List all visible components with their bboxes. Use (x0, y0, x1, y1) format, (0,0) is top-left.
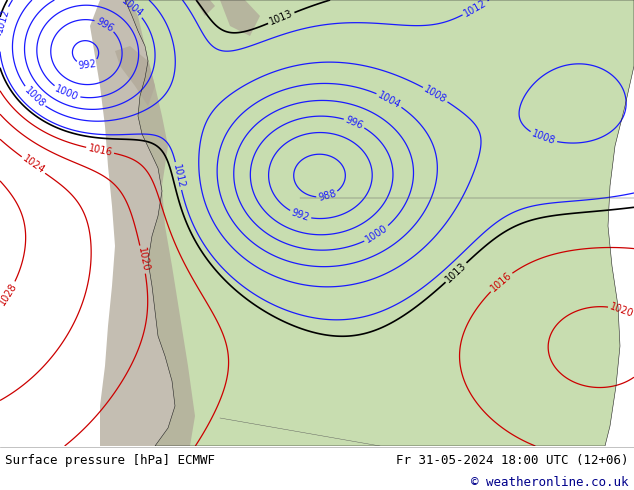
Text: 1016: 1016 (489, 270, 514, 294)
Text: 992: 992 (77, 58, 97, 71)
Polygon shape (115, 46, 155, 106)
Text: 1020: 1020 (136, 246, 150, 272)
Text: 1000: 1000 (364, 223, 390, 245)
Text: 1000: 1000 (53, 83, 80, 102)
Text: 1013: 1013 (444, 261, 469, 285)
Text: 1004: 1004 (119, 0, 145, 19)
Polygon shape (90, 0, 195, 446)
Text: 996: 996 (94, 16, 115, 34)
Text: 988: 988 (317, 189, 337, 203)
Text: 1024: 1024 (20, 154, 46, 176)
Text: 1012: 1012 (0, 7, 11, 33)
Text: 1008: 1008 (22, 85, 47, 109)
Text: 1012: 1012 (171, 163, 186, 189)
Text: 1004: 1004 (376, 90, 403, 110)
Text: 1028: 1028 (0, 281, 19, 307)
Text: 1013: 1013 (268, 9, 294, 27)
Text: 1012: 1012 (462, 0, 488, 19)
Text: 1008: 1008 (422, 84, 448, 105)
Polygon shape (125, 0, 634, 446)
Text: 1016: 1016 (87, 143, 113, 158)
Text: 1008: 1008 (530, 129, 557, 147)
Text: 996: 996 (344, 115, 365, 131)
Text: Fr 31-05-2024 18:00 UTC (12+06): Fr 31-05-2024 18:00 UTC (12+06) (396, 454, 629, 466)
Text: 992: 992 (290, 207, 311, 223)
Polygon shape (220, 0, 260, 36)
Text: 1020: 1020 (609, 301, 634, 319)
Polygon shape (195, 0, 215, 16)
Text: Surface pressure [hPa] ECMWF: Surface pressure [hPa] ECMWF (5, 454, 215, 466)
Text: © weatheronline.co.uk: © weatheronline.co.uk (472, 476, 629, 489)
